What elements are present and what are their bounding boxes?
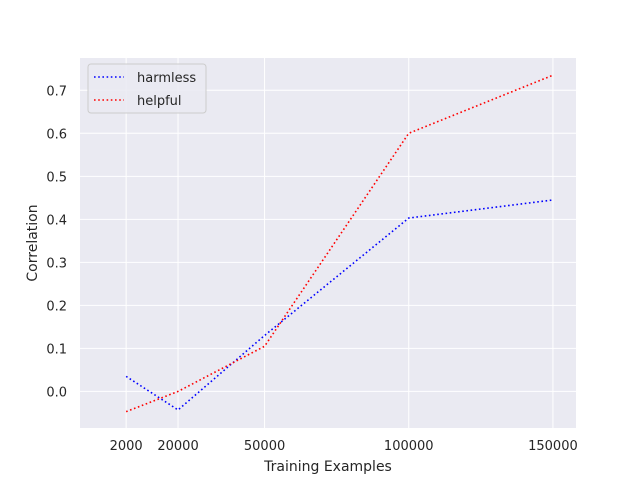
y-tick-label: 0.2 [46, 299, 67, 314]
x-tick-label: 2000 [110, 439, 143, 454]
y-tick-label: 0.6 [46, 127, 67, 142]
x-tick-label: 50000 [244, 439, 285, 454]
x-axis-ticks: 2000 20000 50000 100000 150000 [110, 439, 578, 454]
y-tick-label: 0.4 [46, 213, 67, 228]
grid-lines [80, 58, 576, 428]
legend-box [87, 63, 207, 114]
y-tick-label: 0.0 [46, 385, 67, 400]
series-line-helpful [125, 74, 554, 413]
y-tick-label: 0.3 [46, 256, 67, 271]
series-lines [125, 74, 554, 413]
x-axis-label: Training Examples [263, 459, 392, 475]
legend-label-harmless: harmless [137, 71, 196, 86]
x-tick-label: 150000 [528, 439, 578, 454]
y-axis-label: Correlation [25, 204, 41, 281]
y-axis-ticks: 0.0 0.1 0.2 0.3 0.4 0.5 0.6 0.7 [46, 84, 67, 400]
y-tick-label: 0.1 [46, 342, 67, 357]
x-tick-label: 100000 [384, 439, 434, 454]
y-tick-label: 0.7 [46, 84, 67, 99]
legend-label-helpful: helpful [137, 94, 182, 109]
y-tick-label: 0.5 [46, 170, 67, 185]
legend: harmless helpful [87, 63, 207, 114]
plot-area-background [80, 58, 576, 428]
x-tick-label: 20000 [157, 439, 198, 454]
